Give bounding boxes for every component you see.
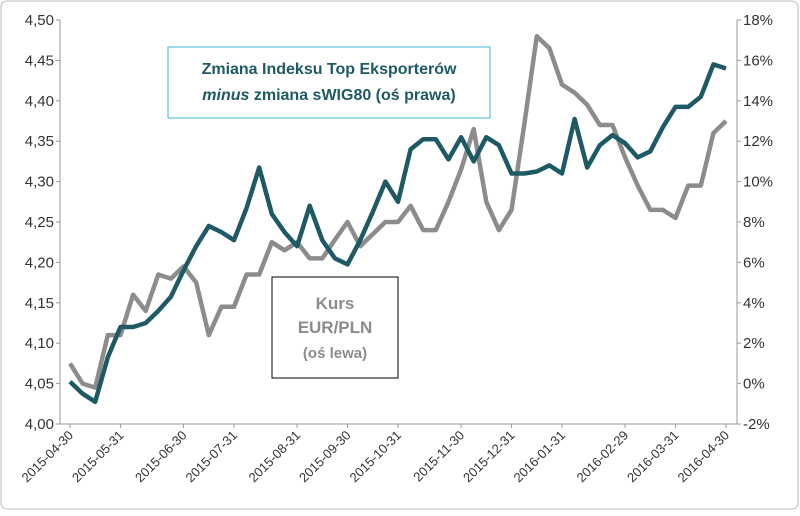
annotation-box: Zmiana Indeksu Top Eksporterów minus zmi… <box>167 46 491 119</box>
y2-tick-label: 2% <box>743 335 765 352</box>
y2-tick-label: 14% <box>743 93 773 110</box>
annotation-text: EUR/PLN <box>298 318 373 337</box>
annotation-frame <box>271 276 399 379</box>
annotation-emphasis: minus <box>202 87 249 104</box>
y2-tick-label: 0% <box>743 376 765 393</box>
y2-tick-label: -2% <box>743 416 770 433</box>
y-tick-label: 4,25 <box>25 214 54 231</box>
y-tick-label: 4,05 <box>25 376 54 393</box>
y-tick-label: 4,15 <box>25 295 54 312</box>
y2-tick-label: 16% <box>743 52 773 69</box>
y2-tick-label: 10% <box>743 174 773 191</box>
y2-tick-label: 8% <box>743 214 765 231</box>
y-tick-label: 4,30 <box>25 174 54 191</box>
annotation-text: Kurs <box>316 294 355 313</box>
y2-tick-label: 4% <box>743 295 765 312</box>
annotation-text: (oś lewa) <box>303 345 367 362</box>
y-tick-label: 4,40 <box>25 93 54 110</box>
y-tick-label: 4,00 <box>25 416 54 433</box>
y-tick-label: 4,45 <box>25 52 54 69</box>
y-tick-label: 4,20 <box>25 254 54 271</box>
annotation-frame <box>167 46 491 119</box>
annotation-text: Zmiana Indeksu Top Eksporterów <box>202 61 457 78</box>
y2-tick-label: 18% <box>743 12 773 29</box>
y-tick-label: 4,10 <box>25 335 54 352</box>
y2-tick-label: 6% <box>743 254 765 271</box>
annotation-box: Kurs EUR/PLN (oś lewa) <box>271 276 399 379</box>
y2-tick-label: 12% <box>743 133 773 150</box>
y-tick-label: 4,50 <box>25 12 54 29</box>
annotation-text: minus zmiana sWIG80 (oś prawa) <box>202 87 455 104</box>
y-tick-label: 4,35 <box>25 133 54 150</box>
annotation-text: zmiana sWIG80 (oś prawa) <box>254 87 456 104</box>
series-line <box>68 62 727 405</box>
